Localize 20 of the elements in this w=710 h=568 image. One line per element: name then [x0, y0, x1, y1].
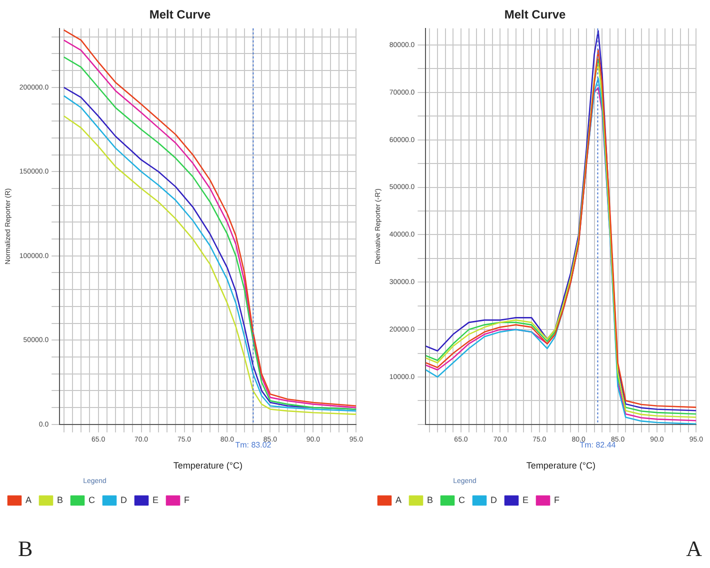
- text: B: [18, 536, 33, 562]
- legend-label: B: [427, 494, 434, 505]
- ref-line-label: Tm: 83.02: [235, 440, 272, 450]
- legend-label: D: [490, 494, 498, 505]
- legend-label: C: [458, 494, 466, 505]
- chart-title: Melt Curve: [149, 8, 211, 22]
- legend-label: C: [88, 494, 96, 505]
- legend-label: B: [57, 494, 64, 505]
- legend-label: F: [184, 494, 190, 505]
- ref-line-label: Tm: 82.44: [580, 440, 616, 450]
- legend-label: A: [396, 494, 402, 505]
- legend-label: E: [152, 494, 159, 505]
- legend-label: A: [26, 494, 32, 505]
- text: A: [686, 536, 702, 562]
- x-axis-title: Temperature (°C): [173, 460, 242, 471]
- legend-label: E: [522, 494, 529, 505]
- x-axis-title: Temperature (°C): [526, 460, 596, 471]
- chart-title: Melt Curve: [504, 8, 566, 22]
- legend-label: D: [120, 494, 128, 505]
- legend-label: F: [554, 494, 560, 505]
